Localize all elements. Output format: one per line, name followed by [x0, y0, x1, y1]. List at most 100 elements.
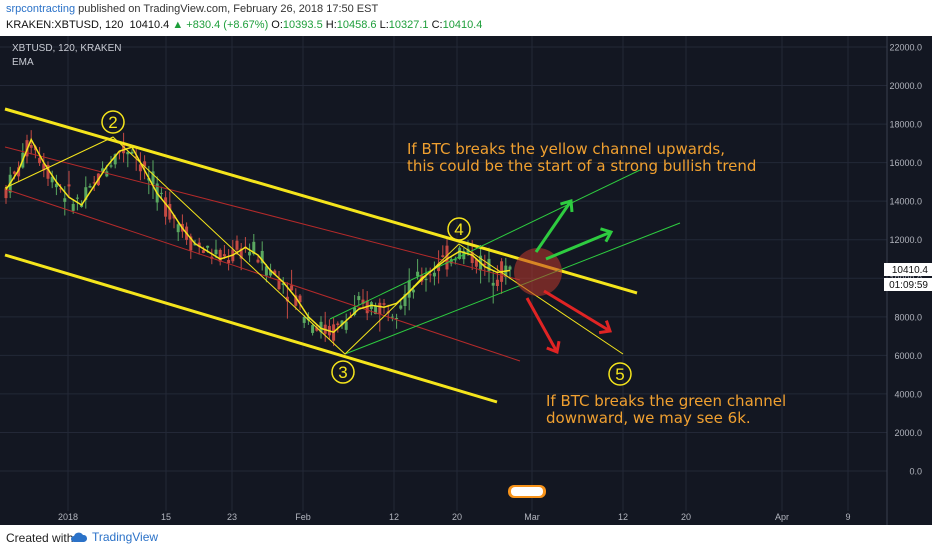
- x-tick-label: 23: [227, 512, 237, 522]
- candle-body: [113, 154, 117, 165]
- candle-body: [374, 305, 378, 315]
- tradingview-logo[interactable]: TradingView: [70, 530, 158, 544]
- candle-body: [470, 252, 474, 263]
- candle-body: [508, 266, 512, 270]
- candle-body: [336, 323, 340, 326]
- candle-body: [306, 316, 310, 321]
- candle-body: [42, 163, 46, 171]
- candle-body: [428, 274, 432, 276]
- wave-label: 5: [615, 365, 624, 384]
- yellow-channel-lower: [4, 253, 498, 404]
- green-channel-upper: [329, 169, 641, 320]
- wave-labels: 2 4 3 5: [101, 110, 632, 386]
- x-tick-label: Feb: [295, 512, 311, 522]
- candle-body: [315, 327, 319, 331]
- candle-body: [4, 188, 8, 199]
- candle-body: [151, 171, 155, 185]
- candle-body: [214, 249, 218, 255]
- candle-body: [75, 197, 79, 199]
- candle-body: [189, 236, 193, 251]
- candle-body: [222, 254, 226, 257]
- low-value: 10327.1: [388, 19, 429, 31]
- wave-label: 4: [454, 220, 463, 239]
- candle-body: [12, 171, 16, 174]
- price-tag-value: 10410.4: [892, 265, 929, 276]
- candle-body: [294, 295, 298, 306]
- candle-body: [105, 171, 109, 177]
- change-value: +830.4 (+8.67%): [186, 19, 269, 31]
- candle-body: [483, 263, 487, 266]
- x-tick-label: 12: [618, 512, 628, 522]
- candle-body: [248, 251, 252, 256]
- candle-body: [319, 321, 323, 333]
- red-channel-line: [4, 146, 521, 281]
- created-with-label: Created with: [6, 531, 74, 545]
- candle-body: [403, 294, 407, 307]
- brand-label: TradingView: [92, 530, 159, 544]
- axes: 22000.020000.018000.016000.014000.012000…: [58, 36, 922, 525]
- candle-body: [134, 156, 138, 158]
- bull-arrow-right-shaft: [545, 230, 612, 261]
- candle-body: [487, 258, 491, 272]
- y-tick-label: 8000.0: [894, 312, 922, 322]
- candle-body: [495, 279, 499, 287]
- candle-body: [437, 263, 441, 272]
- arrows: [525, 199, 614, 355]
- candle-body: [201, 250, 205, 253]
- x-tick-label: 9: [845, 512, 850, 522]
- candle-body: [432, 272, 436, 277]
- candle-body: [340, 320, 344, 326]
- candle-body: [29, 145, 33, 148]
- y-tick-label: 16000.0: [889, 158, 922, 168]
- symbol-label: KRAKEN:XBTUSD, 120: [6, 19, 124, 31]
- high-value: 10458.6: [336, 19, 377, 31]
- candle-body: [168, 204, 172, 220]
- red-channel-line: [4, 188, 521, 362]
- bull-arrow-up-head: [560, 199, 574, 213]
- high-label: H:: [325, 19, 337, 31]
- bull-arrow-up-shaft: [534, 200, 573, 253]
- candle-body: [143, 161, 147, 167]
- candle-body: [122, 144, 126, 154]
- candle-body: [235, 240, 239, 250]
- bearish-annotation-line: If BTC breaks the green channel: [546, 392, 786, 410]
- candle-body: [197, 242, 201, 247]
- y-tick-label: 2000.0: [894, 428, 922, 438]
- author-link[interactable]: srpcontracting: [6, 3, 76, 15]
- candle-body: [290, 285, 294, 291]
- publish-info: published on TradingView.com, February 2…: [78, 3, 379, 15]
- candle-body: [84, 187, 88, 200]
- candle-body: [252, 241, 256, 255]
- candle-body: [399, 305, 403, 309]
- wave-circle: [608, 362, 632, 386]
- bear-arrow-right-head: [598, 320, 613, 335]
- candle-body: [126, 151, 130, 155]
- candle-body: [109, 165, 113, 167]
- candle-body: [445, 245, 449, 270]
- candle-body: [63, 198, 67, 202]
- footer: Created with TradingView: [0, 525, 932, 550]
- candle-body: [67, 184, 71, 187]
- x-tick-label: 2018: [58, 512, 78, 522]
- bear-arrow-down-shaft: [525, 297, 559, 353]
- candle-body: [458, 247, 462, 259]
- price-chart[interactable]: 2 4 3 5 If BTC breaks the yellow channel up…: [0, 36, 932, 525]
- events-badge[interactable]: [508, 485, 546, 498]
- cloud-icon: [71, 532, 88, 542]
- candle-body: [218, 249, 222, 262]
- trend-channels: [4, 107, 681, 404]
- countdown-tag: 01:09:59: [884, 278, 932, 291]
- candle-body: [130, 151, 134, 154]
- low-label: L:: [379, 19, 389, 31]
- change-arrow-icon: ▲: [172, 19, 184, 31]
- candle-body: [357, 296, 361, 301]
- publish-line: srpcontracting published on TradingView.…: [6, 3, 378, 15]
- chart-header: srpcontracting published on TradingView.…: [0, 0, 932, 36]
- candle-body: [176, 224, 180, 233]
- y-tick-label: 14000.0: [889, 197, 922, 207]
- candle-body: [101, 168, 105, 173]
- candle-body: [38, 157, 42, 164]
- candle-body: [256, 259, 260, 263]
- candle-body: [46, 164, 50, 179]
- candle-body: [239, 248, 243, 259]
